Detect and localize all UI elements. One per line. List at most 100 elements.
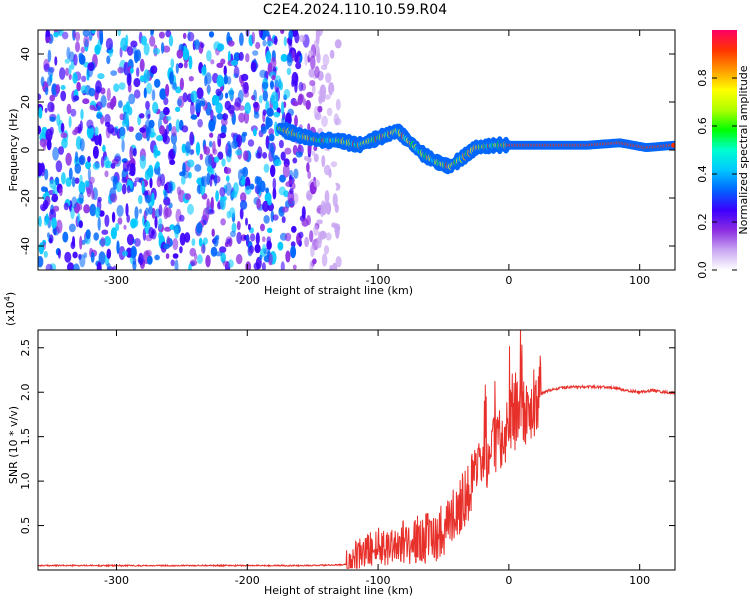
- noise-blob: [100, 237, 106, 248]
- noise-blob: [227, 140, 231, 147]
- noise-blob: [51, 193, 59, 203]
- noise-blob: [75, 31, 81, 42]
- noise-blob: [261, 125, 267, 134]
- noise-blob: [98, 251, 106, 265]
- noise-blob: [68, 64, 72, 75]
- y-axis-label: SNR (10 * v/v): [7, 406, 20, 484]
- noise-blob: [110, 175, 119, 183]
- noise-blob: [231, 222, 237, 233]
- noise-blob: [118, 100, 123, 109]
- noise-blob: [40, 76, 45, 87]
- noise-blob: [44, 107, 48, 113]
- noise-blob: [128, 170, 136, 176]
- noise-blob: [89, 104, 96, 111]
- noise-blob: [262, 90, 268, 102]
- y-multiplier-label: (x104): [3, 292, 17, 326]
- noise-blob: [140, 35, 147, 46]
- noise-blob: [307, 123, 311, 132]
- colorbar-tick-label: 0.6: [696, 117, 709, 135]
- noise-blob: [216, 74, 224, 88]
- noise-blob: [318, 93, 323, 105]
- noise-blob: [154, 163, 159, 170]
- noise-blob: [166, 115, 172, 121]
- noise-blob: [70, 108, 77, 117]
- noise-blob: [183, 61, 188, 69]
- noise-blob: [106, 248, 112, 259]
- noise-blob: [321, 115, 328, 128]
- noise-blob: [238, 51, 244, 62]
- noise-blob: [86, 187, 92, 198]
- noise-blob: [325, 232, 332, 241]
- noise-blob: [286, 52, 293, 67]
- noise-blob: [98, 133, 102, 147]
- noise-blob: [110, 162, 116, 169]
- noise-blob: [325, 201, 331, 212]
- noise-blob: [99, 30, 104, 41]
- y-tick-label: 0.5: [19, 517, 32, 535]
- noise-blob: [291, 80, 298, 87]
- noise-blob: [121, 183, 127, 195]
- noise-blob: [60, 132, 68, 139]
- noise-blob: [286, 67, 292, 76]
- noise-blob: [220, 218, 226, 226]
- noise-blob: [288, 179, 293, 185]
- noise-blob: [313, 179, 320, 188]
- noise-blob: [75, 41, 80, 53]
- noise-blob: [147, 113, 151, 119]
- noise-blob: [68, 167, 73, 180]
- noise-blob: [272, 214, 279, 221]
- x-tick-label: 100: [629, 274, 650, 287]
- noise-blob: [230, 230, 236, 238]
- x-tick-label: -200: [235, 274, 260, 287]
- noise-blob: [43, 250, 48, 258]
- noise-blob: [138, 252, 144, 266]
- noise-blob: [307, 170, 312, 180]
- noise-blob: [55, 84, 61, 94]
- noise-blob: [71, 196, 78, 209]
- noise-blob: [73, 95, 80, 101]
- noise-blob: [100, 95, 107, 108]
- noise-blob: [126, 185, 131, 194]
- noise-blob: [268, 133, 275, 142]
- noise-blob: [322, 53, 330, 67]
- noise-blob: [143, 87, 147, 99]
- noise-blob: [239, 200, 248, 210]
- x-axis-label: Height of straight line (km): [264, 284, 413, 297]
- noise-blob: [278, 186, 286, 196]
- noise-blob: [271, 74, 276, 81]
- noise-blob: [78, 154, 86, 166]
- noise-blob: [249, 183, 255, 190]
- noise-blob: [262, 200, 270, 212]
- noise-blob: [106, 262, 111, 270]
- noise-blob: [110, 70, 118, 76]
- noise-blob: [298, 231, 304, 239]
- noise-blob: [187, 203, 194, 215]
- noise-blob: [335, 98, 341, 111]
- noise-blob: [139, 75, 145, 83]
- noise-blob: [196, 87, 204, 99]
- noise-blob: [288, 30, 294, 40]
- noise-blob: [78, 181, 86, 195]
- noise-blob: [158, 231, 163, 241]
- noise-blob: [144, 169, 150, 181]
- noise-blob: [316, 219, 323, 225]
- noise-blob: [139, 127, 147, 133]
- noise-blob: [266, 40, 274, 47]
- noise-blob: [45, 213, 49, 225]
- noise-blob: [102, 144, 106, 153]
- noise-blob: [281, 216, 286, 224]
- noise-blob: [133, 89, 141, 99]
- noise-blob: [291, 225, 297, 233]
- noise-blob: [159, 88, 167, 100]
- noise-blob: [301, 218, 309, 227]
- noise-blob: [208, 31, 215, 38]
- noise-blob: [270, 94, 275, 105]
- noise-blob: [244, 102, 251, 115]
- noise-blob: [139, 58, 145, 72]
- noise-blob: [292, 101, 299, 107]
- noise-blob: [48, 237, 53, 244]
- noise-blob: [273, 35, 278, 46]
- noise-blob: [235, 149, 243, 156]
- noise-blob: [228, 40, 235, 47]
- noise-blob: [329, 49, 335, 59]
